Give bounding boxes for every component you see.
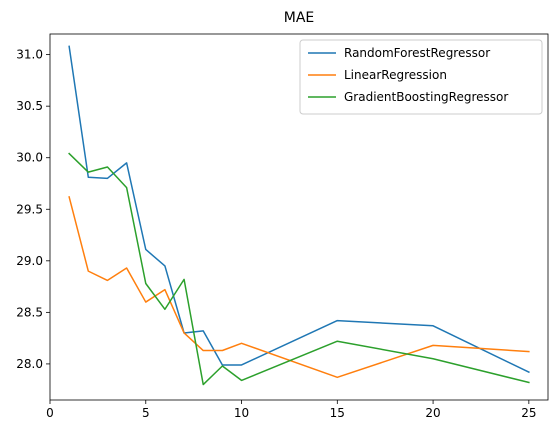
legend-label-1: LinearRegression: [344, 68, 447, 82]
x-tick-label: 25: [521, 406, 536, 420]
y-tick-label: 29.5: [16, 202, 43, 216]
legend-label-0: RandomForestRegressor: [344, 46, 490, 60]
x-tick-label: 20: [425, 406, 440, 420]
y-tick-label: 28.5: [16, 305, 43, 319]
plot-frame: [49, 33, 549, 401]
y-tick-label: 28.0: [16, 357, 43, 371]
y-tick-label: 31.0: [16, 48, 43, 62]
y-axis-ticks: 28.0 28.5 29.0 29.5 30.0 30.5 31.0: [16, 48, 50, 371]
x-tick-label: 0: [46, 406, 54, 420]
series-layer: [68, 45, 530, 386]
legend-label-2: GradientBoostingRegressor: [344, 90, 508, 104]
y-tick-label: 30.0: [16, 151, 43, 165]
legend: RandomForestRegressor LinearRegression Gra…: [299, 39, 543, 115]
x-axis-ticks: 0 5 10 15 20 25: [46, 400, 536, 420]
legend-box: [299, 39, 543, 115]
chart-title: MAE: [284, 10, 315, 26]
y-tick-label: 29.0: [16, 254, 43, 268]
x-tick-label: 15: [330, 406, 345, 420]
x-tick-label: 5: [142, 406, 150, 420]
series-line-2: [68, 152, 530, 386]
series-line-1: [68, 195, 530, 379]
y-tick-label: 30.5: [16, 99, 43, 113]
x-tick-label: 10: [234, 406, 249, 420]
